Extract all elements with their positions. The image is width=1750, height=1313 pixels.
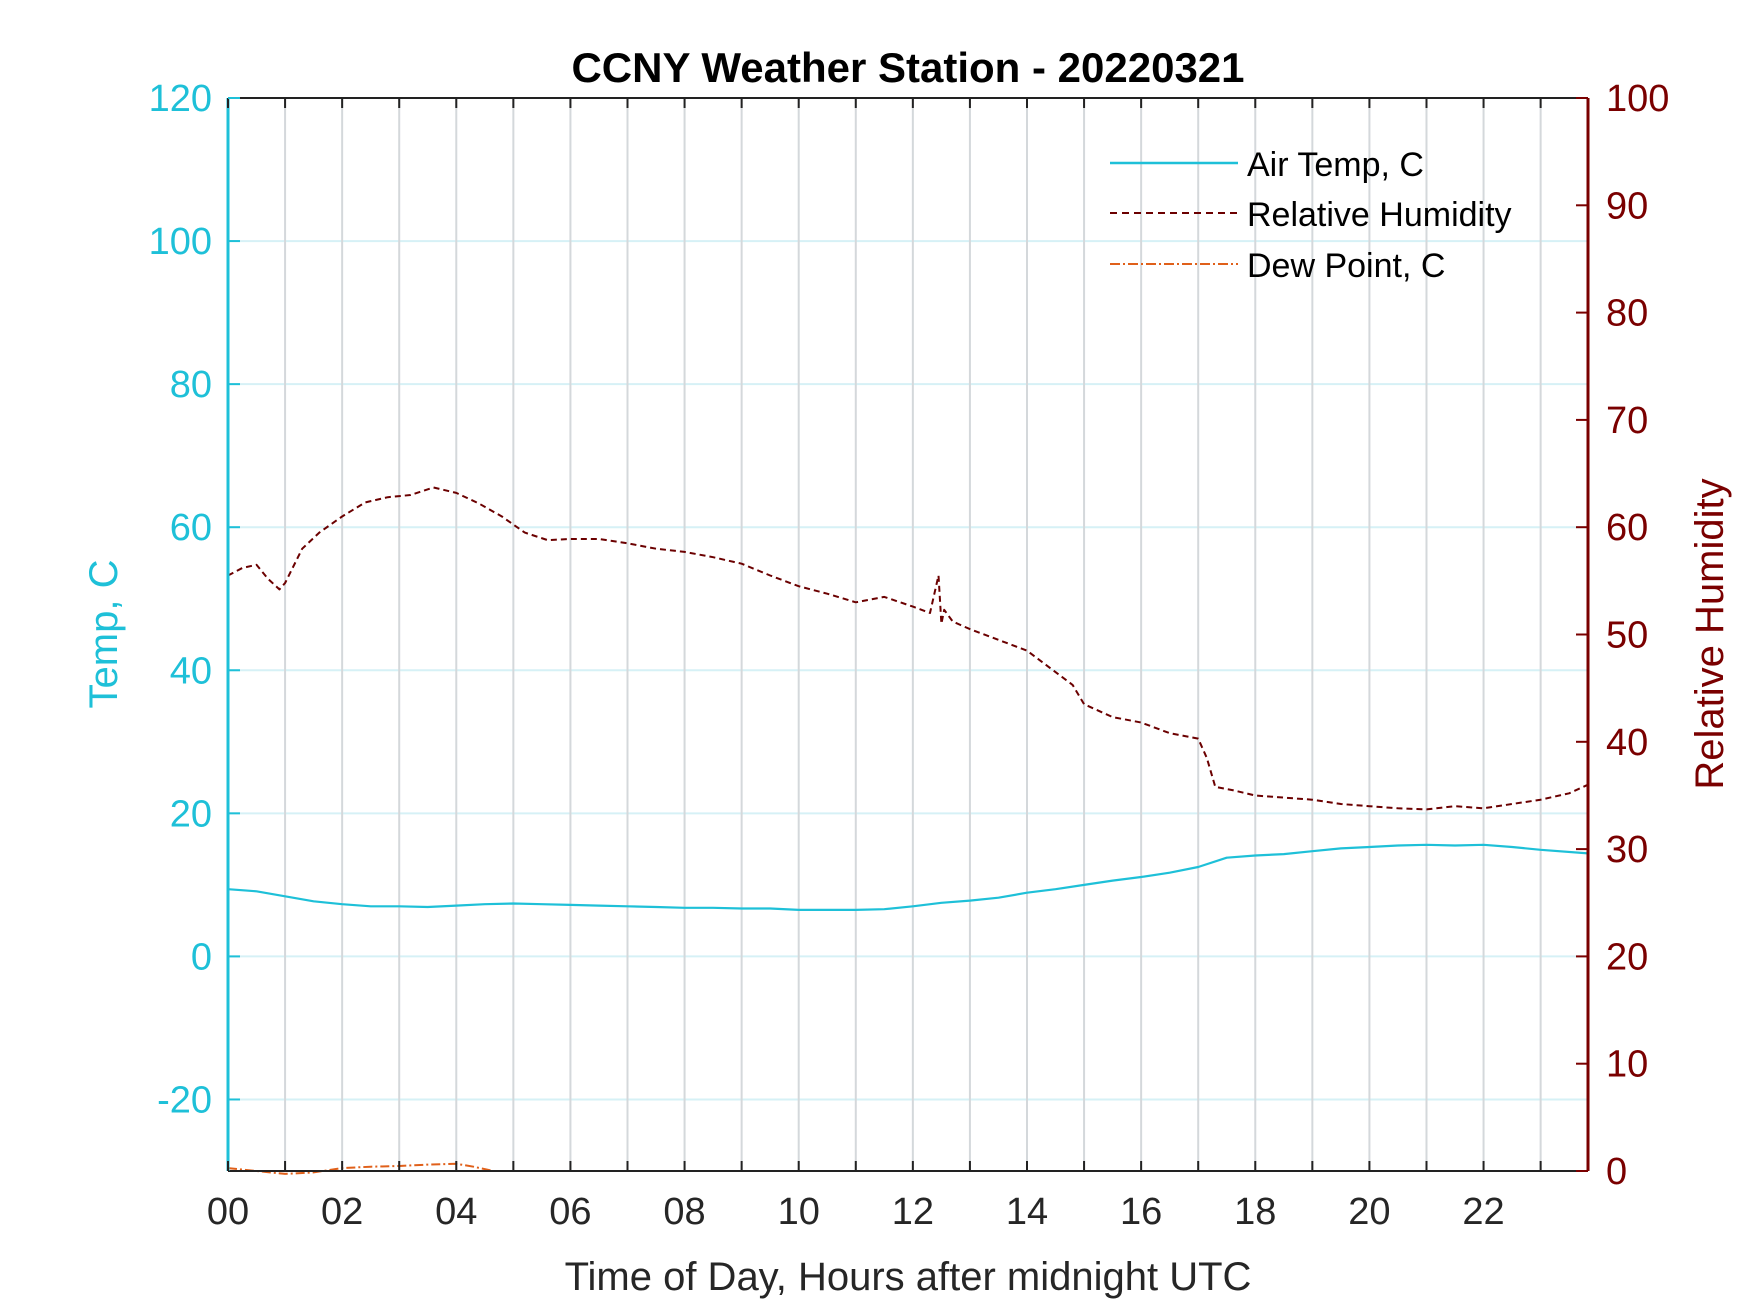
x-tick-label: 12 (892, 1191, 934, 1233)
x-tick-label: 18 (1234, 1191, 1276, 1233)
x-tick-label: 08 (663, 1191, 705, 1233)
chart-title: CCNY Weather Station - 20220321 (571, 44, 1244, 91)
x-tick-label: 04 (435, 1191, 477, 1233)
left-tick-label: 20 (170, 793, 212, 835)
left-tick-label: 100 (149, 221, 212, 263)
x-tick-label: 20 (1348, 1191, 1390, 1233)
right-tick-label: 80 (1606, 293, 1648, 335)
left-tick-label: 40 (170, 650, 212, 692)
right-tick-label: 90 (1606, 185, 1648, 227)
x-tick-label: 02 (321, 1191, 363, 1233)
left-tick-label: 0 (191, 936, 212, 978)
series-line-humidity (227, 486, 1589, 811)
x-tick-label: 14 (1006, 1191, 1048, 1233)
series-line-dew-point (227, 1162, 491, 1175)
left-tick-label: 80 (170, 364, 212, 406)
x-tick-label: 00 (207, 1191, 249, 1233)
right-tick-label: 10 (1606, 1044, 1648, 1086)
plot-background (228, 98, 1588, 1171)
left-tick-label: 120 (149, 78, 212, 120)
x-tick-label: 10 (778, 1191, 820, 1233)
right-tick-label: 50 (1606, 615, 1648, 657)
legend: Air Temp, C Relative Humidity Dew Point,… (1110, 146, 1512, 285)
left-axis-ticks: -20 0 20 40 60 80 100 120 (149, 78, 240, 1121)
left-tick-label: -20 (157, 1079, 212, 1121)
series-layer (227, 486, 1589, 1175)
right-tick-label: 30 (1606, 829, 1648, 871)
right-axis-title: Relative Humidity (1688, 478, 1732, 789)
legend-label-humidity: Relative Humidity (1247, 196, 1512, 234)
vertical-gridlines (284, 98, 1542, 1171)
right-tick-label: 60 (1606, 507, 1648, 549)
right-tick-label: 20 (1606, 936, 1648, 978)
right-axis-ticks: 0 10 20 30 40 50 60 70 80 90 100 (1576, 78, 1669, 1193)
left-axis-title: Temp, C (82, 560, 126, 709)
x-axis-ticks: 00 02 04 06 08 10 12 14 16 18 20 22 (207, 98, 1542, 1233)
series-line-air-temp (227, 843, 1589, 912)
right-tick-label: 40 (1606, 722, 1648, 764)
x-axis-title: Time of Day, Hours after midnight UTC (565, 1255, 1252, 1299)
right-tick-label: 70 (1606, 400, 1648, 442)
left-tick-label: 60 (170, 507, 212, 549)
x-tick-label: 22 (1462, 1191, 1504, 1233)
x-tick-label: 16 (1120, 1191, 1162, 1233)
plot-area: 00 02 04 06 08 10 12 14 16 18 20 22 -20020406080100… (149, 78, 1670, 1233)
legend-label-air-temp: Air Temp, C (1247, 146, 1424, 184)
right-tick-label: 100 (1606, 78, 1669, 120)
x-tick-label: 06 (549, 1191, 591, 1233)
legend-label-dew-point: Dew Point, C (1247, 247, 1445, 285)
right-tick-label: 0 (1606, 1151, 1627, 1193)
